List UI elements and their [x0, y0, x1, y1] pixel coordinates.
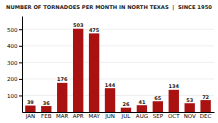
data-label: 26 — [122, 101, 129, 107]
bar — [137, 105, 147, 112]
bar — [169, 90, 179, 112]
y-tick: 400 — [7, 43, 22, 49]
x-tick: JUN — [104, 113, 115, 120]
x-tick-label: JUN — [104, 113, 115, 120]
bars — [25, 29, 211, 112]
x-tick-label: MAR — [56, 113, 69, 119]
x-tick: MAR — [56, 113, 69, 119]
x-tick-label: DEC — [200, 113, 212, 119]
data-label: 176 — [57, 76, 68, 82]
bar — [185, 103, 195, 112]
x-tick: AUG — [136, 113, 148, 119]
x-tick: SEP — [153, 113, 164, 119]
x-tick-label: FEB — [41, 113, 52, 119]
y-tick: 100 — [7, 93, 22, 99]
grid-line — [22, 95, 214, 96]
x-tick: JUL — [121, 113, 132, 120]
x-tick-label: APR — [73, 113, 84, 119]
y-tick-mark — [19, 79, 22, 80]
x-tick-label: MAY — [88, 113, 100, 119]
data-label: 134 — [169, 83, 180, 89]
data-label: 65 — [154, 95, 161, 101]
bar — [153, 101, 163, 112]
grid-line — [22, 62, 214, 63]
x-tick: FEB — [41, 113, 52, 119]
x-axis: JAN FEB MAR APR MAY JUN JUL AUG SEP OCT NOV DEC — [23, 113, 215, 120]
x-tick-label: AUG — [136, 113, 148, 119]
data-label: 475 — [89, 27, 100, 33]
data-label: 36 — [43, 100, 50, 106]
x-tick: NOV — [184, 113, 196, 119]
data-label: 53 — [186, 97, 193, 103]
y-tick-mark — [19, 46, 22, 47]
y-tick-label: 500 — [7, 27, 18, 33]
bar — [57, 83, 67, 112]
x-tick-label: NOV — [184, 113, 196, 119]
data-label: 72 — [202, 94, 209, 100]
data-label: 144 — [105, 82, 116, 88]
data-label: 503 — [73, 22, 84, 28]
x-tick: MAY — [88, 113, 100, 119]
bar — [121, 108, 131, 112]
y-tick-mark — [19, 95, 22, 96]
y-tick-label: 200 — [7, 76, 18, 82]
plot: 39 36 176 503 475 144 26 41 65 134 53 72 JAN FEB MAR AP… — [7, 17, 215, 120]
bar — [89, 33, 99, 112]
bar — [73, 29, 83, 112]
bar — [25, 106, 35, 112]
grid-line — [22, 29, 214, 30]
y-tick-label: 400 — [7, 43, 18, 49]
x-tick-label: SEP — [153, 113, 164, 119]
x-tick-label: OCT — [168, 113, 180, 119]
x-tick: JAN — [25, 113, 35, 120]
bar — [200, 100, 210, 112]
y-tick-mark — [19, 29, 22, 30]
x-tick: APR — [73, 113, 84, 119]
y-tick-mark — [19, 62, 22, 63]
title: NUMBER OF TORNADOES PER MONTH IN NORTH T… — [6, 4, 212, 11]
y-axis: 100 200 300 400 500 — [7, 17, 23, 113]
x-tick-label: JUL — [121, 113, 132, 120]
x-tick-label: JAN — [25, 113, 35, 120]
bar — [41, 106, 51, 112]
y-tick: 300 — [7, 60, 22, 66]
data-label: 39 — [27, 99, 34, 105]
y-tick-label: 100 — [7, 93, 18, 99]
y-tick: 500 — [7, 27, 22, 33]
grid-line — [22, 45, 214, 46]
bar — [105, 88, 115, 112]
data-label: 41 — [138, 99, 145, 105]
grid — [22, 29, 214, 95]
x-tick: OCT — [168, 113, 180, 119]
x-tick: DEC — [200, 113, 212, 119]
y-axis-line — [22, 17, 23, 113]
grid-line — [22, 78, 214, 79]
y-tick: 200 — [7, 76, 22, 82]
y-tick-label: 300 — [7, 60, 18, 66]
chart: NUMBER OF TORNADOES PER MONTH IN NORTH T… — [0, 0, 218, 123]
data-labels: 39 36 176 503 475 144 26 41 65 134 53 72 — [27, 22, 210, 107]
